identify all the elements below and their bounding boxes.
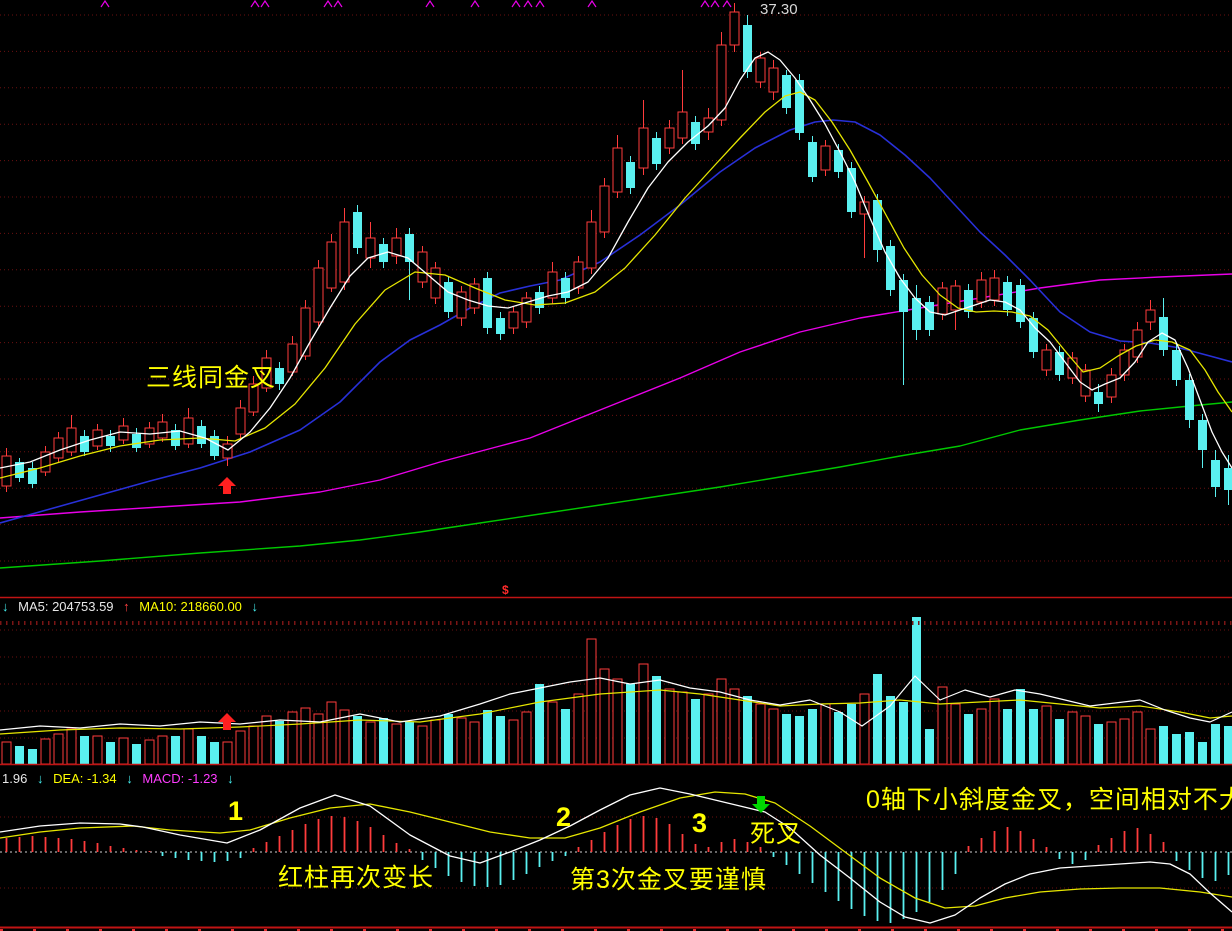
volume-ma5-arrow-icon: ↑ [123,599,130,614]
volume-ma10-arrow-icon: ↓ [251,599,259,614]
golden-cross-2-marker: 2 [556,802,572,832]
annotation-three-line-golden-cross: 三线同金叉 [146,364,277,392]
annotation-third-cross-caution: 第3次金叉要谨慎 [570,866,767,894]
macd-panel[interactable] [0,787,1232,924]
macd-macd-value: MACD: -1.23 [142,771,218,786]
volume-ma10-value: MA10: 218660.00 [139,599,242,614]
golden-cross-3-marker: 3 [692,808,708,838]
macd-macd-arrow-icon: ↓ [227,771,234,786]
annotation-death-cross: 死叉 [750,820,803,848]
price-panel[interactable] [0,3,1232,569]
macd-dea-value: DEA: -1.34 [53,771,117,786]
volume-panel[interactable] [0,617,1232,765]
volume-pre-arrow-icon: ↓ [2,599,9,614]
annotation-red-bars-longer: 红柱再次变长 [278,864,435,892]
golden-cross-1-marker: 1 [228,796,244,826]
volume-header: ↓ MA5: 204753.59 ↑ MA10: 218660.00 ↓ [2,600,264,613]
macd-header: 1.96 ↓ DEA: -1.34 ↓ MACD: -1.23 ↓ [2,772,240,785]
macd-dea-arrow-icon: ↓ [126,771,133,786]
peak-price-label: 37.30 [760,1,798,18]
annotation-zero-axis-cross: 0轴下小斜度金叉，空间相对不大 [866,786,1232,814]
dollar-marker: $ [502,583,509,597]
macd-dif-arrow-icon: ↓ [36,771,44,786]
macd-dif-value: 1.96 [2,771,28,786]
volume-ma5-value: MA5: 204753.59 [18,599,114,614]
